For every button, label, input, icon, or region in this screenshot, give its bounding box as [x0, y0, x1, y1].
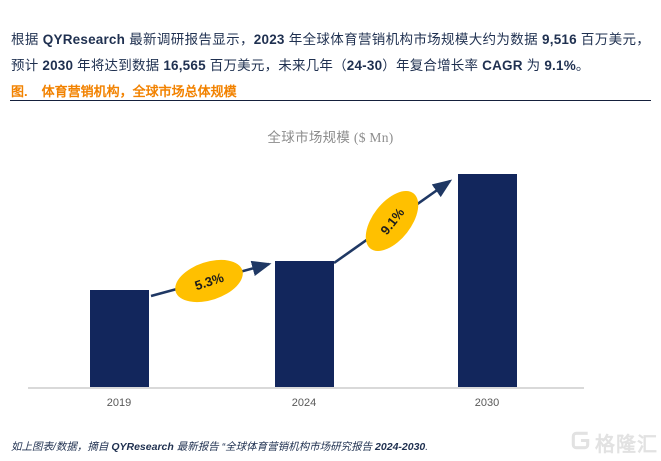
- figure-heading: 图. 体育营销机构，全球市场总体规模: [11, 81, 650, 100]
- x-axis-labels: 2019 2024 2030: [0, 397, 661, 413]
- x-tick-2024: 2024: [291, 397, 317, 409]
- source-note: 如上图表/数据，摘自 QYResearch 最新报告 “全球体育营销机构市场研究…: [11, 440, 429, 453]
- x-axis-line: [28, 387, 584, 389]
- chart-title: 全球市场规模 ($ Mn): [267, 130, 394, 145]
- intro-paragraph: 根据 QYResearch 最新调研报告显示，2023 年全球体育营销机构市场规…: [11, 31, 650, 73]
- bar-2019: [90, 290, 149, 388]
- heading-divider: [10, 100, 651, 101]
- growth-annotation-2-label: 9.1%: [376, 204, 408, 238]
- x-tick-2030: 2030: [474, 397, 500, 409]
- growth-annotation-1-label: 5.3%: [192, 269, 226, 293]
- bar-2024: [275, 261, 334, 388]
- x-tick-2019: 2019: [106, 397, 132, 409]
- figure-title: 体育营销机构，全球市场总体规模: [41, 84, 237, 99]
- bar-chart: 全球市场规模 ($ Mn) 5.3% 9.1% 2019 2024 2030: [0, 108, 661, 418]
- gelonghui-logo-icon: [569, 429, 592, 457]
- watermark: 格隆汇: [569, 428, 658, 457]
- chart-plot-area: 5.3% 9.1%: [0, 108, 661, 389]
- figure-label: 图.: [11, 84, 28, 99]
- watermark-text: 格隆汇: [595, 434, 658, 456]
- bar-2030: [458, 174, 517, 388]
